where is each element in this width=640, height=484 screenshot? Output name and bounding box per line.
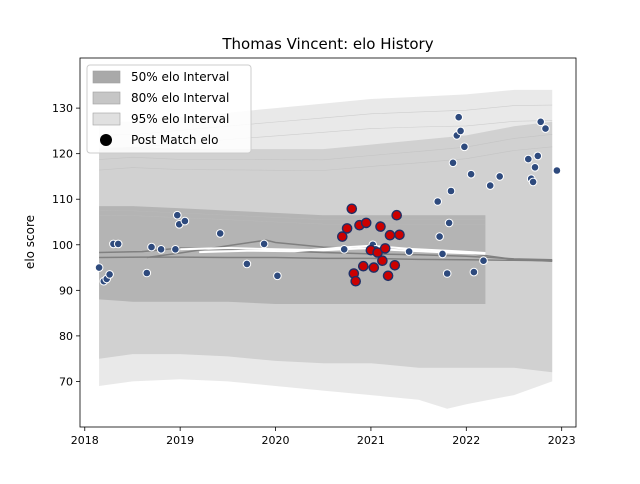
- highlight-point: [389, 259, 401, 271]
- highlight-point: [391, 209, 403, 221]
- y-tick-label: 80: [59, 330, 73, 343]
- chart-title: Thomas Vincent: elo History: [221, 35, 433, 53]
- post-match-point: [448, 158, 458, 168]
- post-match-point: [536, 117, 546, 127]
- x-tick-label: 2021: [357, 434, 385, 447]
- legend-label: 80% elo Interval: [131, 91, 229, 105]
- post-match-point: [435, 232, 444, 241]
- post-match-point: [446, 186, 456, 196]
- post-match-point: [485, 181, 495, 190]
- post-match-point: [94, 263, 104, 272]
- post-match-point: [524, 154, 533, 164]
- post-match-point: [171, 245, 180, 254]
- highlight-point: [360, 217, 372, 229]
- post-match-point: [339, 245, 349, 254]
- highlight-point: [375, 221, 386, 232]
- post-match-point: [105, 270, 114, 279]
- trend-line-white-2: [199, 244, 486, 254]
- y-tick-label: 100: [52, 239, 73, 252]
- legend-marker: [100, 134, 112, 146]
- post-match-point: [530, 163, 540, 172]
- x-tick-label: 2023: [548, 434, 576, 447]
- post-match-point: [113, 239, 123, 249]
- x-tick-label: 2022: [452, 434, 480, 447]
- post-match-point: [242, 259, 252, 269]
- post-match-point: [442, 269, 452, 278]
- post-match-point: [454, 112, 464, 122]
- y-tick-label: 90: [59, 284, 73, 297]
- highlight-point: [357, 260, 369, 272]
- highlight-point: [382, 270, 394, 282]
- post-match-point: [528, 177, 538, 187]
- post-match-point: [438, 249, 447, 259]
- post-match-point: [142, 268, 152, 278]
- legend-label: Post Match elo: [131, 133, 218, 147]
- highlight-point: [379, 243, 391, 254]
- post-match-point: [466, 169, 476, 179]
- post-match-point: [552, 166, 562, 175]
- highlight-point: [336, 231, 348, 242]
- x-tick-label: 2020: [262, 434, 290, 447]
- post-match-point: [273, 271, 282, 281]
- highlight-point: [346, 203, 358, 215]
- post-match-point: [156, 245, 166, 254]
- post-match-point: [460, 142, 469, 152]
- legend-swatch: [92, 70, 121, 84]
- highlight-point: [384, 229, 396, 241]
- band-80-striation: [99, 146, 553, 171]
- x-tick-label: 2018: [71, 434, 99, 447]
- y-axis-label: elo score: [23, 215, 37, 269]
- post-match-point: [479, 256, 488, 266]
- y-tick-label: 110: [52, 193, 73, 206]
- highlight-point: [368, 262, 380, 273]
- legend-box: [86, 64, 252, 154]
- y-tick-label: 70: [59, 375, 73, 388]
- post-match-point: [180, 216, 190, 226]
- post-match-point: [495, 172, 505, 181]
- legend-label: 50% elo Interval: [131, 70, 229, 84]
- post-match-point: [259, 239, 269, 249]
- legend-swatch: [92, 91, 121, 105]
- highlight-point: [341, 223, 353, 234]
- legend: 50% elo Interval 80% elo Interval 95% elo …: [86, 64, 252, 154]
- axes-frame: [79, 57, 577, 428]
- post-match-point: [433, 197, 443, 206]
- band-80-striation: [99, 134, 553, 161]
- post-match-point: [215, 229, 225, 238]
- post-match-point: [404, 247, 414, 256]
- post-match-point: [456, 126, 465, 136]
- y-tick-label: 130: [52, 102, 73, 115]
- highlight-point: [350, 275, 362, 287]
- band-50-striation: [99, 210, 486, 220]
- x-tick-label: 2019: [166, 434, 194, 447]
- highlight-point: [394, 229, 405, 241]
- post-match-point: [444, 218, 454, 228]
- post-match-point: [533, 151, 543, 161]
- y-tick-label: 120: [52, 148, 73, 161]
- post-match-point: [469, 267, 479, 277]
- legend-label: 95% elo Interval: [131, 112, 229, 126]
- post-match-point: [173, 210, 182, 220]
- band-50-striation: [99, 215, 486, 225]
- post-match-point: [147, 242, 156, 252]
- plot-area: [94, 89, 562, 409]
- highlight-point: [377, 255, 388, 267]
- axes: 2018 2019 2020 2021 2022 2023 70 80 90 100 110 120 1…: [52, 57, 577, 447]
- post-match-point: [541, 124, 550, 133]
- legend-swatch: [92, 112, 121, 126]
